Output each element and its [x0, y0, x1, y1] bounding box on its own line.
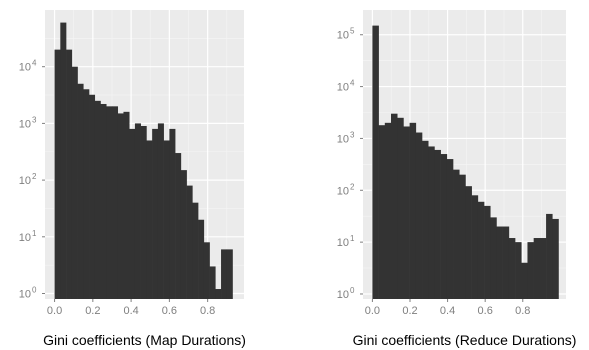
histogram-bar	[415, 132, 423, 299]
y-tick-exponent: 2	[32, 172, 37, 181]
y-tick-exponent: 1	[32, 229, 37, 238]
y-tick-exponent: 4	[350, 79, 355, 88]
y-tick-exponent: 0	[32, 286, 37, 295]
histogram-bar	[546, 213, 553, 299]
histogram-bar	[471, 195, 479, 299]
histogram-bar	[403, 126, 410, 299]
histogram-bar	[175, 153, 182, 299]
histogram-bar	[397, 117, 404, 299]
histogram-bar	[117, 113, 124, 300]
y-tick-exponent: 3	[32, 115, 37, 124]
y-tick-label: 10	[19, 118, 31, 130]
histogram-bar	[60, 22, 67, 300]
x-tick-label: 0.6	[478, 305, 493, 317]
y-tick-exponent: 3	[350, 130, 355, 139]
histogram-bar	[384, 122, 392, 300]
histogram-bar	[89, 94, 96, 299]
histogram-bar	[521, 262, 528, 299]
x-tick-label: 0.0	[47, 305, 62, 317]
x-tick-label: 0.8	[200, 305, 215, 317]
x-axis-label: Gini coefficients (Map Durations)	[43, 332, 246, 348]
histogram-bar	[434, 149, 441, 299]
histogram-bar	[152, 128, 159, 299]
histogram-bar	[71, 66, 78, 299]
y-tick-label: 10	[337, 237, 349, 249]
y-tick-label: 10	[19, 62, 31, 74]
histogram-bar	[459, 174, 466, 299]
histogram-bar	[440, 154, 448, 299]
histogram-bar	[83, 89, 90, 300]
histogram-bar	[157, 123, 164, 299]
histogram-bar	[484, 205, 491, 299]
histogram-bar	[515, 242, 522, 299]
histogram-bar	[66, 49, 73, 300]
histogram-bar	[198, 219, 205, 299]
histogram-bar	[422, 140, 429, 299]
histogram-bar	[140, 125, 147, 299]
y-tick-exponent: 4	[32, 59, 37, 68]
y-tick-exponent: 0	[350, 286, 355, 295]
y-tick-label: 10	[337, 289, 349, 301]
x-tick-label: 0.8	[515, 305, 530, 317]
histogram-bar	[163, 140, 170, 299]
histogram-bar	[106, 106, 113, 299]
histogram-bar	[186, 185, 193, 299]
y-tick-exponent: 2	[350, 182, 355, 191]
histogram-bar	[180, 170, 187, 299]
histogram-bar	[490, 217, 497, 299]
histogram-bar	[134, 123, 141, 299]
histogram-bar	[477, 201, 485, 299]
histogram-bar	[496, 226, 503, 299]
histogram-bar	[123, 111, 130, 299]
x-tick-label: 0.4	[123, 305, 138, 317]
y-tick-label: 10	[337, 185, 349, 197]
y-tick-label: 10	[337, 30, 349, 42]
histogram-bar	[203, 242, 210, 299]
histogram-bar	[508, 238, 516, 299]
histogram-bar	[502, 226, 510, 299]
histogram-bar	[391, 113, 398, 299]
histogram-bar	[372, 25, 379, 300]
y-tick-label: 10	[19, 289, 31, 301]
histogram-bar	[226, 249, 233, 299]
y-tick-label: 10	[337, 82, 349, 94]
histogram-bar	[539, 238, 547, 299]
histogram-bar	[215, 289, 222, 299]
histogram-bar	[409, 122, 417, 300]
y-tick-exponent: 1	[350, 234, 355, 243]
histogram-bar	[111, 106, 119, 299]
x-tick-label: 0.2	[85, 305, 100, 317]
histogram-bar	[192, 202, 199, 299]
histogram-bar	[527, 242, 534, 299]
y-tick-label: 10	[19, 175, 31, 187]
x-axis-label: Gini coefficients (Reduce Durations)	[353, 332, 577, 348]
histogram-bar	[552, 218, 559, 299]
histogram-bar	[129, 128, 136, 299]
histogram-bar	[453, 169, 460, 299]
y-tick-exponent: 5	[350, 27, 355, 36]
x-tick-label: 0.2	[402, 305, 417, 317]
histogram-bar	[446, 159, 454, 299]
histogram-bar	[533, 238, 541, 299]
y-tick-label: 10	[337, 133, 349, 145]
x-tick-label: 0.6	[162, 305, 177, 317]
histogram-bar	[77, 83, 84, 299]
histogram-bar	[169, 128, 176, 299]
histogram-bar	[378, 125, 386, 299]
histogram-bar	[465, 186, 472, 299]
y-tick-label: 10	[19, 232, 31, 244]
histogram-bar	[100, 103, 107, 299]
histogram-bar	[209, 266, 216, 299]
histogram-bar	[94, 100, 101, 299]
histogram-bar	[428, 146, 435, 299]
x-tick-label: 0.0	[365, 305, 380, 317]
histogram-bar	[54, 49, 61, 300]
x-tick-label: 0.4	[440, 305, 455, 317]
histogram-bar	[221, 249, 228, 299]
histogram-bar	[146, 140, 153, 299]
